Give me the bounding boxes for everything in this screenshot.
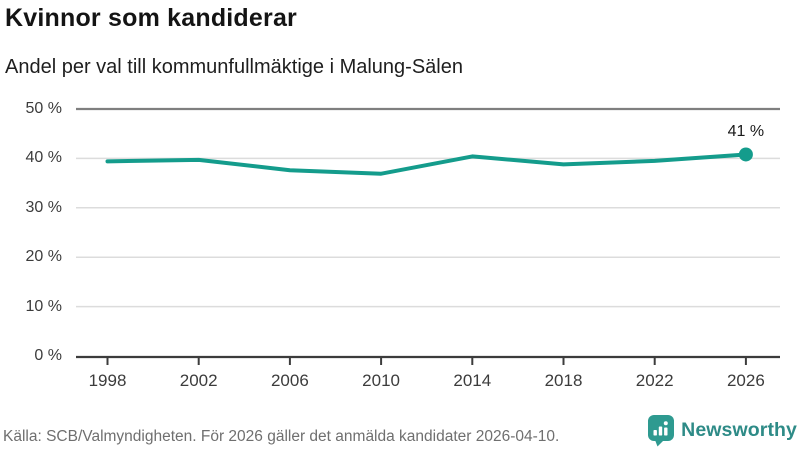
x-axis-tick-label: 2018 bbox=[544, 371, 583, 390]
source-note: Källa: SCB/Valmyndigheten. För 2026 gäll… bbox=[3, 428, 560, 445]
x-axis-tick-label: 1998 bbox=[88, 371, 127, 390]
newsworthy-logo-icon bbox=[647, 414, 675, 447]
y-axis-tick-label: 20 % bbox=[25, 248, 62, 266]
y-axis-tick-label: 50 % bbox=[25, 100, 62, 117]
newsworthy-logo[interactable]: Newsworthy bbox=[647, 414, 797, 447]
chart-title: Kvinnor som kandiderar bbox=[5, 4, 297, 32]
x-axis-tick-label: 2002 bbox=[179, 371, 218, 390]
y-axis-tick-label: 0 % bbox=[34, 347, 62, 364]
y-axis-tick-label: 30 % bbox=[25, 198, 62, 216]
x-axis-tick-label: 2022 bbox=[635, 371, 674, 390]
y-axis-tick-label: 10 % bbox=[25, 297, 62, 315]
data-line bbox=[105, 152, 748, 176]
x-axis-tick-label: 2026 bbox=[726, 371, 765, 390]
x-axis-tick-label: 2006 bbox=[270, 371, 309, 390]
end-point-marker bbox=[738, 147, 753, 162]
x-axis-tick-label: 2010 bbox=[362, 371, 400, 390]
chart-subtitle: Andel per val till kommunfullmäktige i M… bbox=[5, 56, 463, 78]
end-value-label: 41 % bbox=[727, 123, 765, 141]
y-axis-tick-label: 40 % bbox=[25, 149, 62, 167]
newsworthy-logo-text: Newsworthy bbox=[681, 419, 797, 441]
x-axis-tick-label: 2014 bbox=[453, 371, 492, 390]
